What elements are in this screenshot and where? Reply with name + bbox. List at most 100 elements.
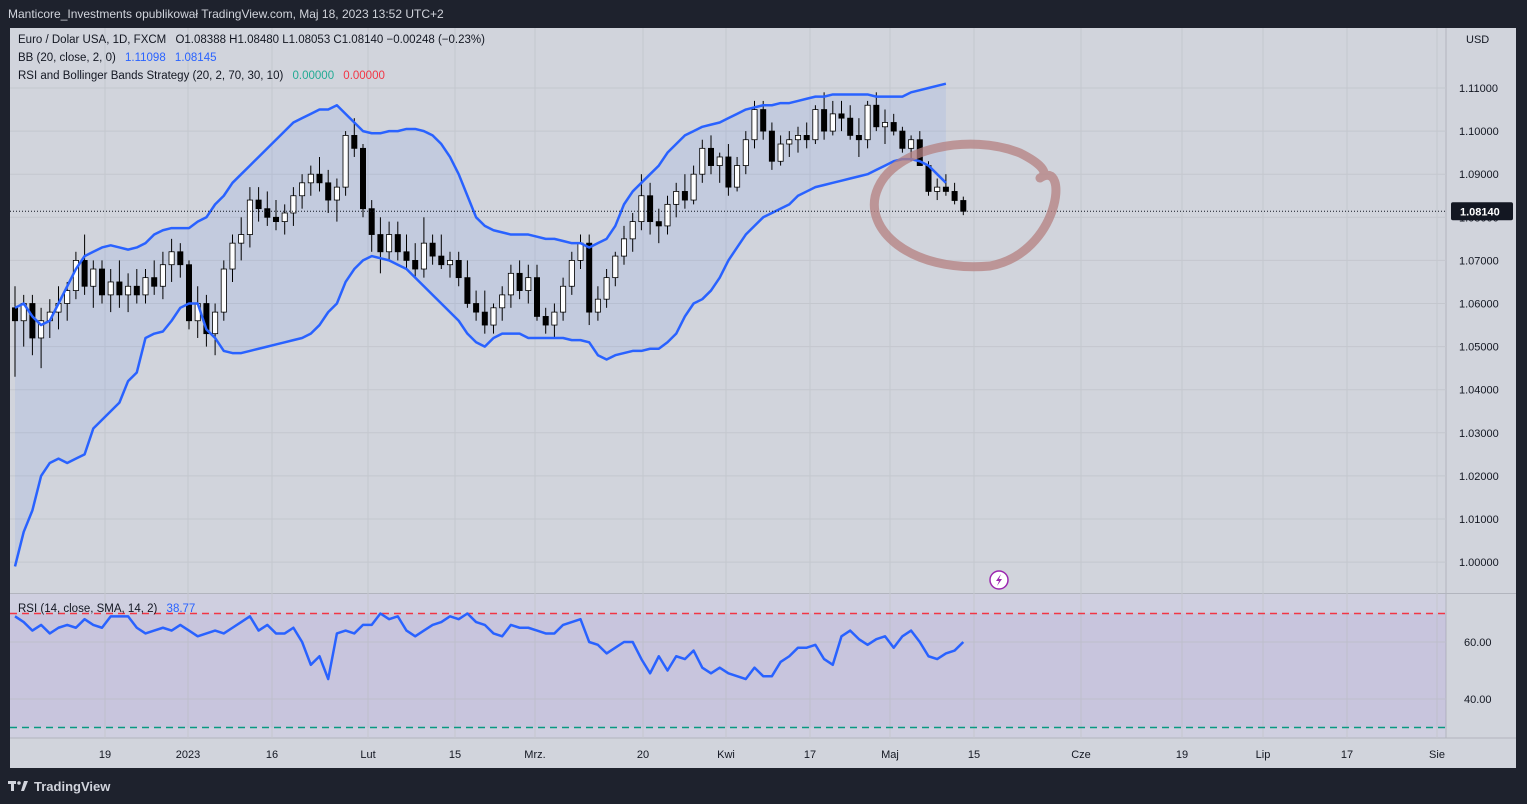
candle xyxy=(594,286,601,321)
candle xyxy=(464,260,471,308)
bollinger-band-fill xyxy=(15,83,946,567)
price-axis: USD1.110001.100001.090001.080001.070001.… xyxy=(99,34,1513,761)
price-tick-label: 1.11000 xyxy=(1459,83,1498,95)
candle-body xyxy=(29,303,36,339)
time-tick-label: Lut xyxy=(360,749,375,761)
candle xyxy=(125,273,132,313)
candle xyxy=(664,195,671,235)
candle-body xyxy=(934,186,941,192)
candle-body xyxy=(386,234,393,253)
candle xyxy=(864,100,871,149)
candle-body xyxy=(795,135,802,141)
time-tick-label: Cze xyxy=(1071,749,1091,761)
candle-body xyxy=(107,281,114,296)
candle-body xyxy=(377,234,384,253)
candle-body xyxy=(751,109,758,141)
candle-body xyxy=(394,234,401,253)
price-tick-label: 1.10000 xyxy=(1459,126,1499,138)
candle-body xyxy=(768,130,775,162)
candle xyxy=(325,169,332,213)
candle-body xyxy=(81,259,88,287)
candle xyxy=(142,269,149,304)
candle xyxy=(316,156,323,192)
time-tick-label: Sie xyxy=(1429,749,1445,761)
candle-body xyxy=(168,251,175,266)
lightning-icon-bolt xyxy=(996,574,1002,586)
candle xyxy=(299,174,306,209)
bb-band-area xyxy=(15,83,946,567)
candle xyxy=(708,135,715,175)
rsi-band-bg xyxy=(10,613,1446,728)
candle xyxy=(368,200,375,252)
candle-body xyxy=(507,272,514,296)
candle-body xyxy=(38,320,45,339)
candle xyxy=(438,234,445,270)
candle xyxy=(829,100,836,136)
candle-body xyxy=(734,165,741,188)
candle-body xyxy=(647,195,654,223)
rsi-tick-label: 40.00 xyxy=(1464,694,1492,706)
candle xyxy=(342,131,349,196)
grid xyxy=(10,28,1516,739)
candle-body xyxy=(159,264,166,287)
candle-body xyxy=(290,195,297,214)
candle xyxy=(882,109,889,145)
candle-body xyxy=(525,277,532,291)
time-tick-label: 16 xyxy=(266,749,278,761)
candle xyxy=(351,118,358,157)
price-tick-label: 1.04000 xyxy=(1459,385,1499,397)
candle-body xyxy=(359,147,366,210)
candle xyxy=(107,269,114,313)
bollinger-band-lines xyxy=(10,82,1446,567)
candle-body xyxy=(116,281,123,296)
candles xyxy=(12,92,967,377)
candle xyxy=(629,212,636,252)
time-tick-label: 17 xyxy=(1341,749,1353,761)
last-price-label: 1.08140 xyxy=(1460,206,1500,218)
candle-body xyxy=(847,117,854,136)
legend-rsi[interactable]: RSI (14, close, SMA, 14, 2) 38.77 xyxy=(18,603,201,615)
tradingview-icon xyxy=(8,781,28,791)
candle-body xyxy=(638,195,645,223)
legend-bb[interactable]: BB (20, close, 2, 0) 1.11098 1.08145 xyxy=(18,52,223,64)
candle-body xyxy=(351,135,358,149)
footer: TradingView xyxy=(0,768,1527,804)
rsi-label: RSI (14, close, SMA, 14, 2) xyxy=(18,603,158,615)
chart-canvas[interactable]: USD1.110001.100001.090001.080001.070001.… xyxy=(10,28,1516,768)
candle xyxy=(412,243,419,278)
candle-body xyxy=(890,122,897,132)
candle-body xyxy=(855,135,862,141)
candle-body xyxy=(925,165,932,192)
candle-body xyxy=(473,303,480,313)
candle xyxy=(551,303,558,338)
candle xyxy=(246,187,253,248)
rsi-tick-label: 60.00 xyxy=(1464,637,1492,649)
candle-body xyxy=(90,268,97,287)
tradingview-logo[interactable]: TradingView xyxy=(8,779,110,794)
candle-body xyxy=(655,221,662,227)
legend-strategy[interactable]: RSI and Bollinger Bands Strategy (20, 2,… xyxy=(18,70,391,82)
candle-body xyxy=(586,242,593,313)
candle xyxy=(542,307,549,334)
candle-body xyxy=(603,277,610,300)
candle xyxy=(621,225,628,265)
candle xyxy=(786,131,793,157)
candle xyxy=(499,286,506,321)
candle xyxy=(516,260,523,300)
candle-body xyxy=(299,182,306,197)
candle xyxy=(386,221,393,261)
time-tick-label: 15 xyxy=(968,749,980,761)
bb-lower-line xyxy=(13,157,947,567)
chart-panel[interactable]: USD1.110001.100001.090001.080001.070001.… xyxy=(10,28,1516,768)
candle-body xyxy=(342,135,349,188)
last-price-badge xyxy=(1451,202,1513,221)
candle-body xyxy=(960,200,967,212)
candle xyxy=(99,260,106,304)
candle-body xyxy=(438,255,445,266)
candle xyxy=(507,264,514,308)
time-tick-label: 15 xyxy=(449,749,461,761)
brand-name: TradingView xyxy=(34,778,111,794)
candle-body xyxy=(786,139,793,145)
candle xyxy=(220,260,227,321)
candle xyxy=(455,251,462,287)
